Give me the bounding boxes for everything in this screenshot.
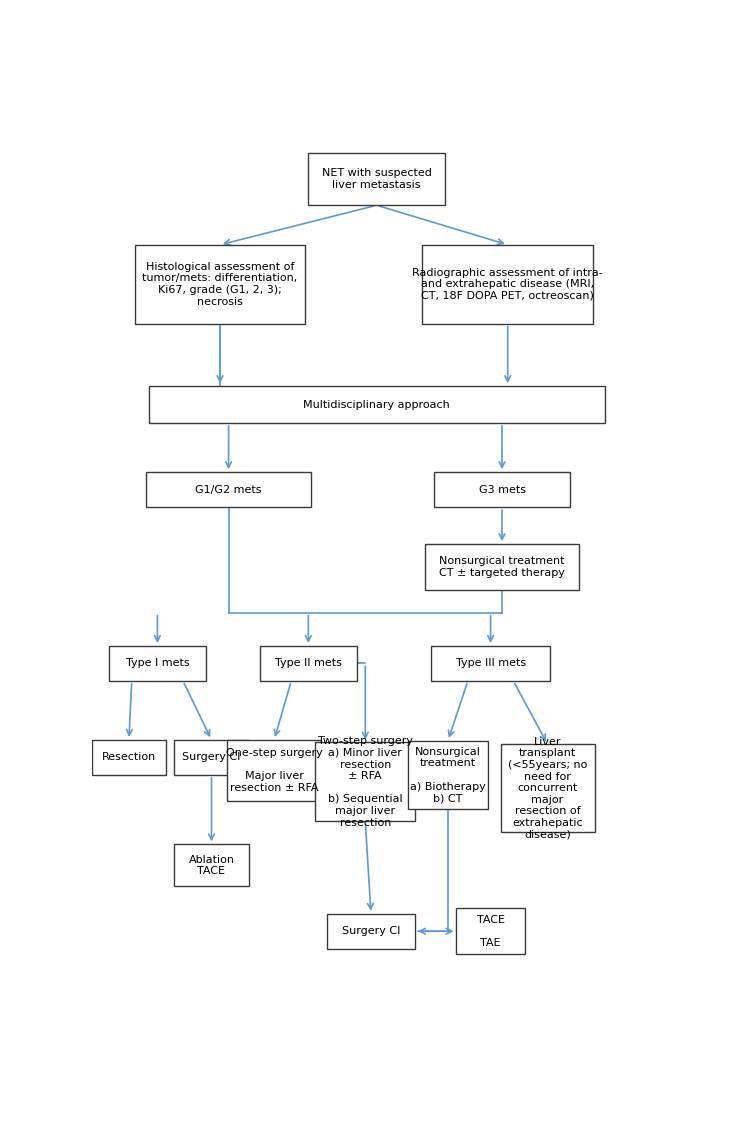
FancyBboxPatch shape	[408, 741, 488, 809]
Text: Two-step surgery
a) Minor liver
resection
± RFA

b) Sequential
major liver
resec: Two-step surgery a) Minor liver resectio…	[318, 736, 413, 828]
Text: Multidisciplinary approach: Multidisciplinary approach	[304, 399, 450, 409]
FancyBboxPatch shape	[431, 646, 551, 681]
Text: Type II mets: Type II mets	[275, 659, 342, 668]
Text: Type III mets: Type III mets	[456, 659, 526, 668]
FancyBboxPatch shape	[109, 646, 206, 681]
FancyBboxPatch shape	[260, 646, 356, 681]
Text: Histological assessment of
tumor/mets: differentiation,
Ki67, grade (G1, 2, 3);
: Histological assessment of tumor/mets: d…	[143, 262, 298, 307]
FancyBboxPatch shape	[135, 245, 306, 324]
Text: One-step surgery

Major liver
resection ± RFA: One-step surgery Major liver resection ±…	[226, 748, 323, 793]
FancyBboxPatch shape	[148, 386, 604, 423]
Text: Nonsurgical treatment
CT ± targeted therapy: Nonsurgical treatment CT ± targeted ther…	[439, 556, 565, 578]
FancyBboxPatch shape	[501, 744, 595, 832]
FancyBboxPatch shape	[174, 740, 248, 775]
FancyBboxPatch shape	[174, 845, 248, 887]
FancyBboxPatch shape	[315, 742, 415, 822]
FancyBboxPatch shape	[92, 740, 166, 775]
Text: G1/G2 mets: G1/G2 mets	[196, 484, 262, 495]
Text: Type I mets: Type I mets	[126, 659, 189, 668]
Text: Nonsurgical
treatment

a) Biotherapy
b) CT: Nonsurgical treatment a) Biotherapy b) C…	[410, 747, 486, 804]
FancyBboxPatch shape	[422, 245, 593, 324]
FancyBboxPatch shape	[434, 472, 570, 507]
Text: Liver
transplant
(<55years; no
need for
concurrent
major
resection of
extrahepat: Liver transplant (<55years; no need for …	[508, 736, 587, 839]
FancyBboxPatch shape	[227, 740, 321, 801]
Text: Radiographic assessment of intra-
and extrahepatic disease (MRI,
CT, 18F DOPA PE: Radiographic assessment of intra- and ex…	[412, 268, 603, 301]
Text: Surgery CI: Surgery CI	[342, 926, 400, 936]
FancyBboxPatch shape	[327, 913, 415, 948]
Text: NET with suspected
liver metastasis: NET with suspected liver metastasis	[322, 168, 431, 189]
Text: G3 mets: G3 mets	[478, 484, 526, 495]
FancyBboxPatch shape	[425, 544, 579, 589]
Text: TACE

TAE: TACE TAE	[476, 914, 505, 947]
Text: Resection: Resection	[101, 752, 156, 763]
FancyBboxPatch shape	[456, 909, 525, 954]
Text: Ablation
TACE: Ablation TACE	[188, 855, 234, 877]
FancyBboxPatch shape	[146, 472, 311, 507]
FancyBboxPatch shape	[308, 153, 445, 205]
Text: Surgery CI: Surgery CI	[182, 752, 240, 763]
